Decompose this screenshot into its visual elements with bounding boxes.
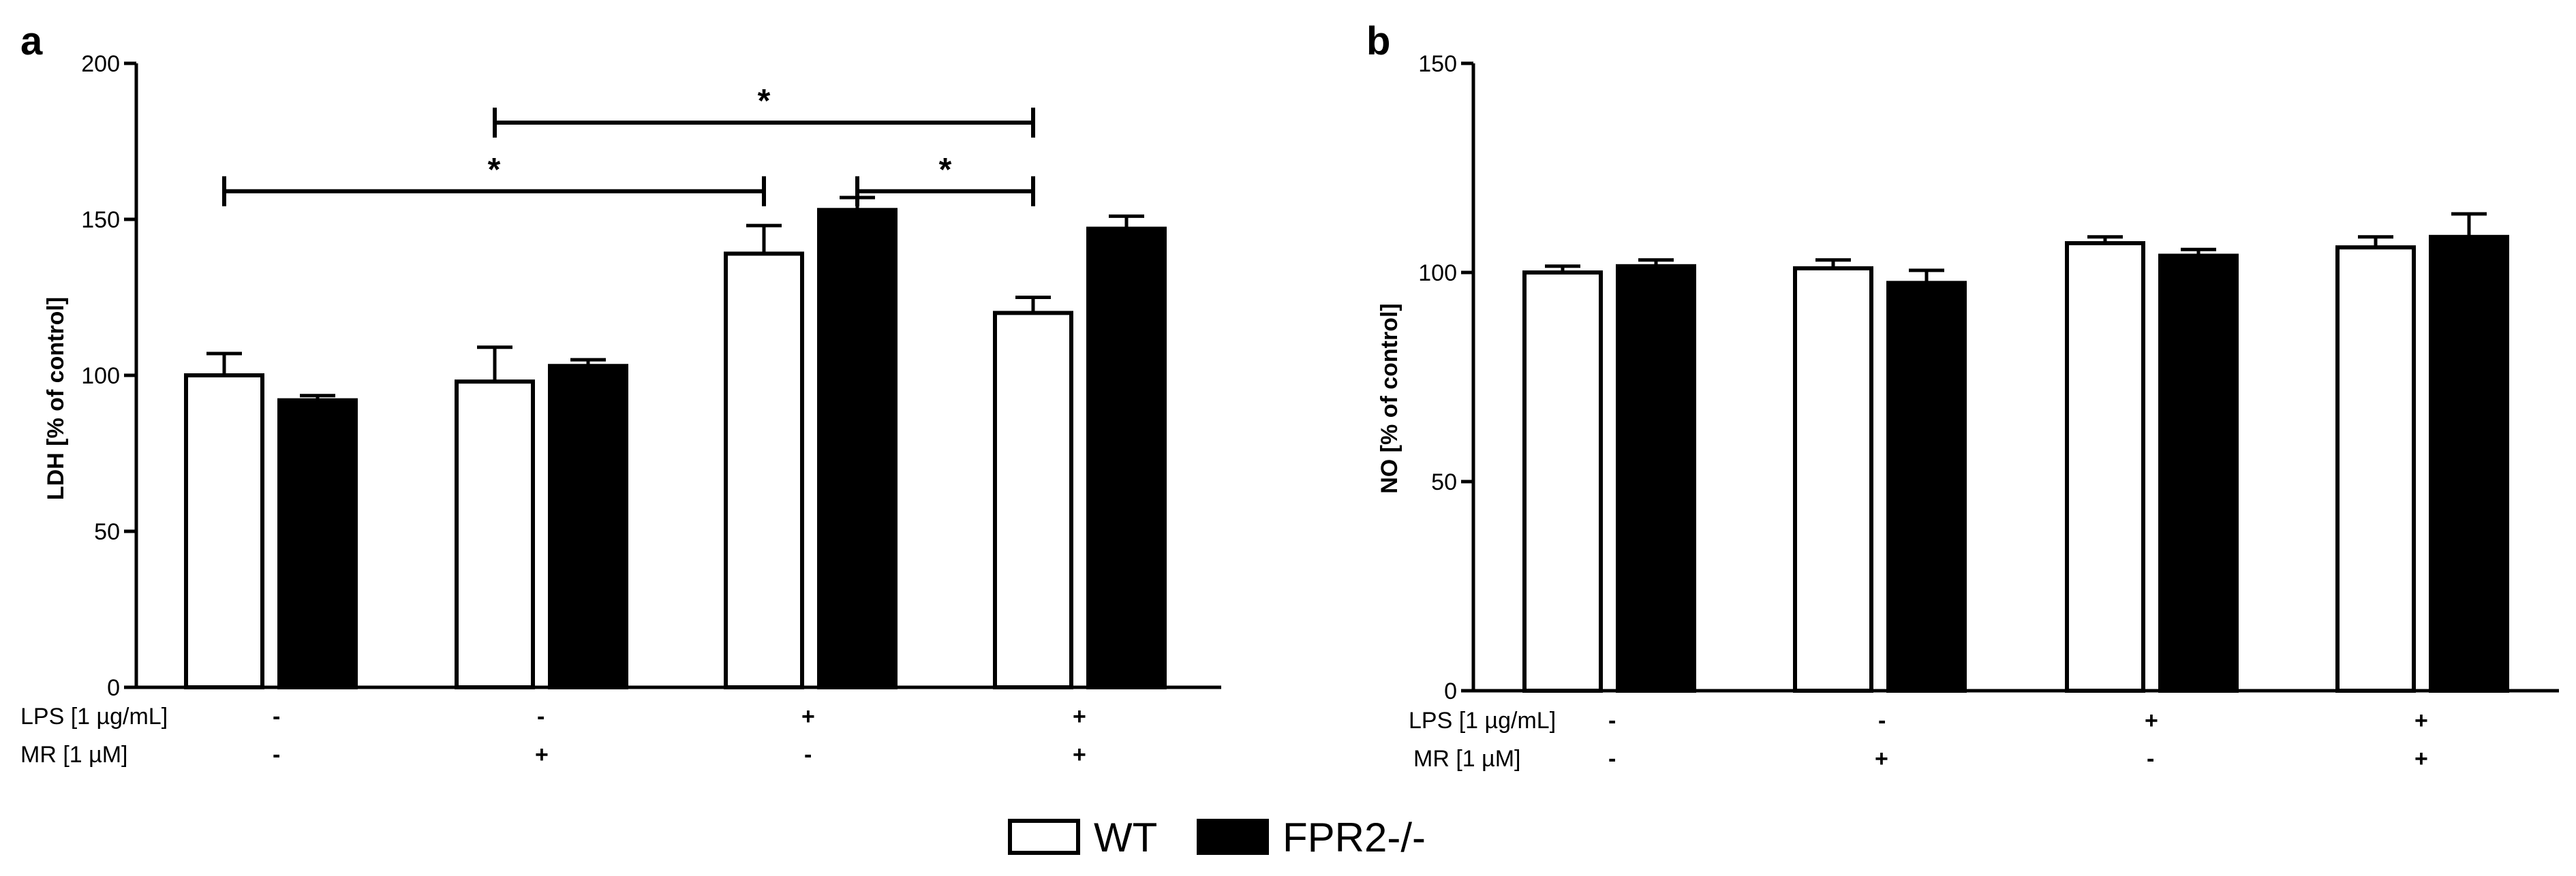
panel-a-bar-wt [993,311,1073,689]
panel-a-lps-sign-4: + [1073,704,1086,730]
panel-a-mr-sign-1: - [273,742,280,768]
panel-b-lps-label: LPS [1 µg/mL] [1409,708,1556,734]
panel-a-significance: * * * [222,83,1035,206]
panel-a-bar-wt [184,373,264,689]
panel-a-y-tick-label: 100 [81,363,120,389]
panel-b-error-bar [2358,235,2393,248]
panel-a-significance-star: * [758,83,771,119]
panel-a-error-bar [840,195,875,210]
panel-b-bar-wt [2335,245,2416,693]
panel-b-y-tick-label: 150 [1418,51,1457,77]
panel-a-lps-sign-1: - [273,704,280,730]
panel-a-mr-label: MR [1 µM] [20,742,127,768]
legend-swatch-fpr2 [1197,819,1269,855]
panel-a-bar-fpr2 [277,398,358,689]
panel-a-error-bar [477,345,512,382]
panel-b-mr-sign-4: + [2414,746,2428,772]
panel-b-error-bars [1545,212,2487,283]
legend-label-wt: WT [1094,815,1157,860]
panel-b-mr-sign-1: - [1608,746,1616,772]
legend-swatch-wt [1008,819,1080,855]
panel-a-error-bar [1015,296,1051,313]
panel-a-error-bar [206,351,242,375]
panel-b-error-bar [1545,264,1580,272]
panel-a-y-tick-label: 150 [81,207,120,233]
panel-a-error-bar [1109,214,1144,229]
panel-a-error-bar [570,358,606,366]
panel-b-error-bar [1638,258,1674,266]
panel-b-y-tick-label: 100 [1418,260,1457,286]
panel-b-mr-sign-3: - [2147,746,2154,772]
panel-b-y-ticks: 0 50 100 150 [1418,51,1473,704]
panel-b-bar-wt [1793,266,1873,693]
panel-b-lps-sign-4: + [2414,708,2428,734]
panel-b-y-tick-label: 50 [1431,469,1457,495]
legend: WT FPR2-/- [1008,815,1426,860]
panel-a-letter: a [20,19,43,63]
legend-label-fpr2: FPR2-/- [1283,815,1426,860]
panel-a-mr-sign-4: + [1073,742,1086,768]
panel-a-significance-bracket [222,176,766,206]
panel-b-lps-sign-1: - [1608,708,1616,734]
panel-a: a LDH [% of control] 0 50 100 150 200 * * * LP… [20,19,1221,768]
panel-b-error-bar [1909,268,1944,283]
panel-a-significance-star: * [488,152,501,188]
panel-b-bar-fpr2 [2158,253,2239,693]
panel-a-bar-fpr2 [548,364,628,689]
panel-a-y-ticks: 0 50 100 150 200 [81,51,136,701]
panel-b-letter: b [1366,19,1390,63]
panel-b-bar-fpr2 [2429,234,2509,693]
panel-b-bar-wt [2065,241,2145,693]
panel-b: b NO [% of control] 0 50 100 150 LPS [1 µg/… [1366,19,2559,772]
panel-a-significance-bracket [493,108,1035,138]
panel-b-lps-sign-2: - [1878,708,1886,734]
panel-a-y-tick-label: 200 [81,51,120,77]
panel-b-bar-wt [1522,270,1603,693]
panel-b-y-axis-label: NO [% of control] [1377,303,1402,494]
panel-a-bars [184,208,1167,689]
panel-a-error-bars [206,195,1144,401]
panel-a-bar-wt [455,379,535,689]
panel-b-error-bar [2181,247,2216,256]
panel-a-mr-sign-2: + [535,742,549,768]
panel-b-mr-sign-2: + [1875,746,1888,772]
panel-b-bars [1522,234,2509,693]
panel-b-lps-sign-3: + [2145,708,2158,734]
panel-a-bar-wt [724,251,804,689]
panel-b-mr-label: MR [1 µM] [1413,746,1520,772]
panel-a-lps-sign-2: - [537,704,545,730]
panel-b-bar-fpr2 [1886,281,1967,693]
panel-a-lps-label: LPS [1 µg/mL] [20,704,168,730]
panel-a-error-bar [746,223,782,254]
panel-a-bar-fpr2 [1086,226,1167,689]
panel-a-y-axis-label: LDH [% of control] [43,297,69,500]
panel-b-error-bar [2451,212,2487,237]
panel-b-error-bar [1815,258,1851,268]
panel-a-error-bar [300,394,335,401]
panel-a-y-tick-label: 0 [107,675,120,701]
panel-a-significance-star: * [939,152,952,188]
panel-a-bar-fpr2 [817,208,898,689]
panel-b-error-bar [2087,235,2123,244]
panel-b-bar-fpr2 [1616,264,1696,693]
panel-a-y-tick-label: 50 [94,519,120,545]
panel-b-y-tick-label: 0 [1444,678,1457,704]
panel-a-lps-sign-3: + [801,704,815,730]
panel-a-mr-sign-3: - [804,742,812,768]
